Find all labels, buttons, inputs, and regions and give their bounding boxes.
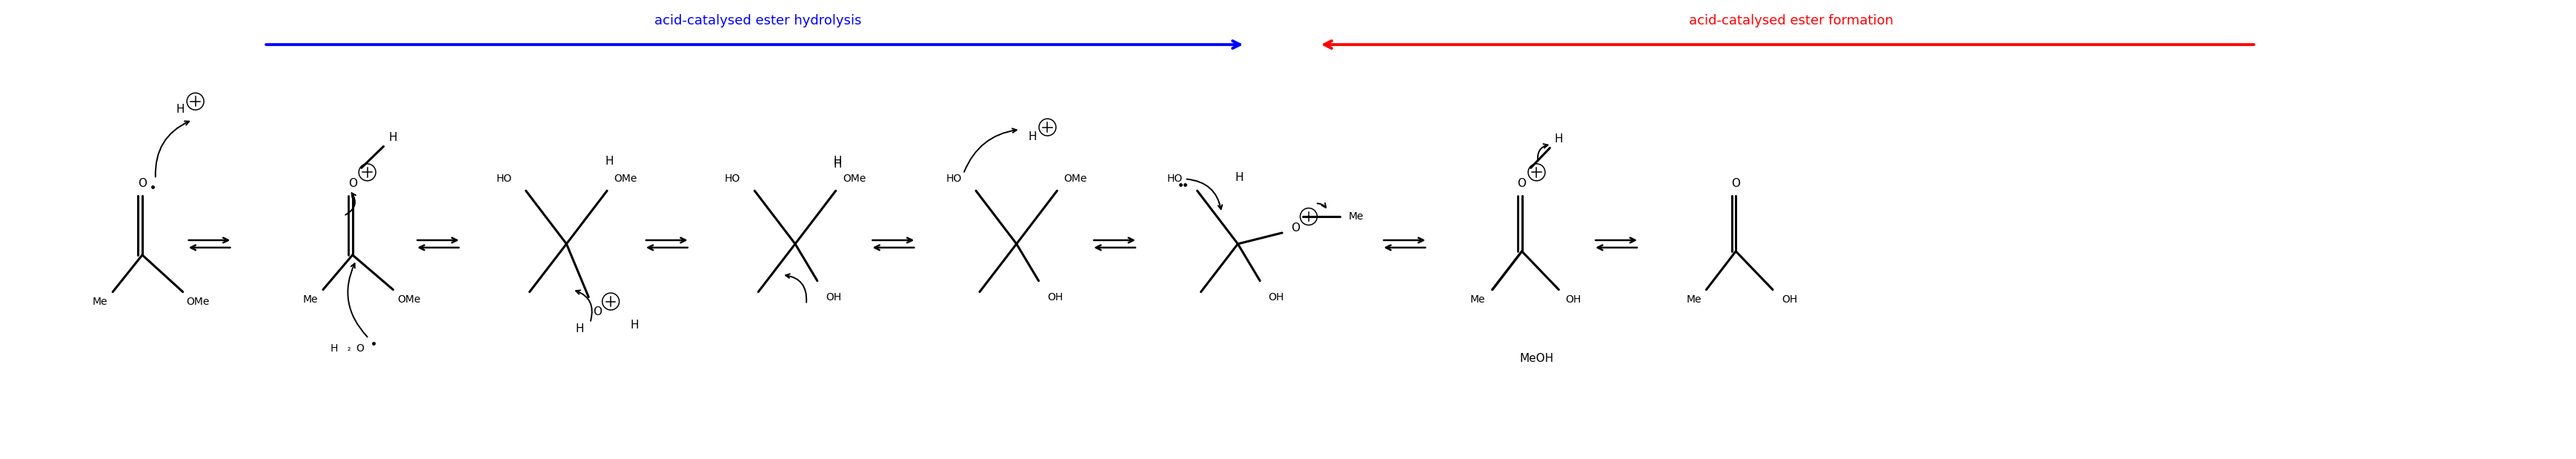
Text: Me: Me bbox=[1471, 294, 1486, 304]
Text: H: H bbox=[330, 343, 337, 354]
Text: H: H bbox=[1553, 134, 1564, 145]
Text: acid-catalysed ester formation: acid-catalysed ester formation bbox=[1690, 14, 1893, 28]
Text: O: O bbox=[355, 343, 363, 354]
FancyArrowPatch shape bbox=[963, 129, 1018, 172]
Text: OH: OH bbox=[827, 292, 842, 302]
FancyArrowPatch shape bbox=[1188, 179, 1221, 209]
Text: O: O bbox=[1291, 222, 1301, 233]
Text: H: H bbox=[605, 156, 613, 167]
Text: acid-catalysed ester hydrolysis: acid-catalysed ester hydrolysis bbox=[654, 14, 863, 28]
Text: OMe: OMe bbox=[185, 296, 209, 307]
FancyArrowPatch shape bbox=[1316, 203, 1327, 207]
Text: OH: OH bbox=[1566, 294, 1582, 304]
Text: H: H bbox=[574, 323, 585, 334]
Text: OH: OH bbox=[1267, 292, 1283, 302]
FancyArrowPatch shape bbox=[577, 290, 592, 321]
FancyArrowPatch shape bbox=[1538, 144, 1548, 161]
Text: Me: Me bbox=[1687, 294, 1700, 304]
Text: HO: HO bbox=[1167, 174, 1182, 184]
FancyArrowPatch shape bbox=[155, 121, 188, 177]
Text: HO: HO bbox=[945, 174, 961, 184]
FancyArrowPatch shape bbox=[786, 274, 806, 302]
Text: H: H bbox=[835, 156, 842, 167]
Text: H: H bbox=[1234, 172, 1244, 183]
Text: Me: Me bbox=[304, 294, 317, 304]
Text: H: H bbox=[835, 159, 842, 170]
Text: H: H bbox=[389, 132, 397, 143]
Text: O: O bbox=[348, 178, 358, 189]
Text: OMe: OMe bbox=[397, 294, 420, 304]
Text: H: H bbox=[1028, 131, 1038, 142]
Text: H: H bbox=[175, 104, 185, 115]
Text: HO: HO bbox=[724, 174, 739, 184]
FancyArrowPatch shape bbox=[345, 193, 355, 215]
Text: O: O bbox=[592, 306, 603, 317]
Text: O: O bbox=[1731, 178, 1741, 189]
Text: OMe: OMe bbox=[1064, 174, 1087, 184]
Text: O: O bbox=[139, 178, 147, 189]
Text: Me: Me bbox=[93, 296, 108, 307]
Text: MeOH: MeOH bbox=[1520, 353, 1553, 364]
Text: ₂: ₂ bbox=[348, 345, 350, 353]
Text: OMe: OMe bbox=[842, 174, 866, 184]
Text: OH: OH bbox=[1046, 292, 1064, 302]
Text: Me: Me bbox=[1347, 212, 1363, 222]
Text: HO: HO bbox=[497, 174, 513, 184]
Text: OH: OH bbox=[1783, 294, 1798, 304]
Text: OMe: OMe bbox=[613, 174, 636, 184]
Text: H: H bbox=[631, 319, 639, 330]
FancyArrowPatch shape bbox=[348, 263, 368, 337]
Text: O: O bbox=[1517, 178, 1528, 189]
